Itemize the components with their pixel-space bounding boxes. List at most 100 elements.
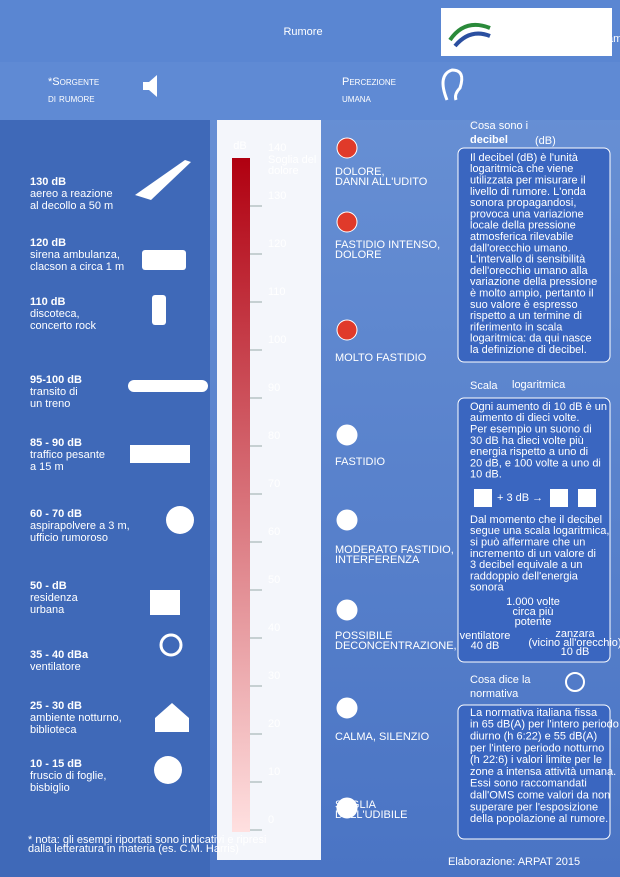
perception-text: SOGLIA: [335, 799, 377, 811]
perception-text: DOLORE,: [335, 166, 385, 178]
box-heading: decibel: [470, 134, 508, 146]
box-text: dell'orecchio umano alla: [470, 265, 589, 277]
box-heading: normativa: [470, 688, 519, 700]
perception-text: MOLTO FASTIDIO: [335, 352, 427, 364]
box-text: potente: [515, 616, 552, 628]
tick-label: 50: [268, 574, 280, 586]
box-heading: Cosa dice la: [470, 674, 531, 686]
box-text: zanzara: [555, 628, 595, 640]
perception-text: DOLORE: [335, 249, 381, 261]
speaker-icon: [143, 75, 157, 97]
source-desc: un treno: [30, 398, 70, 410]
box-heading: Scala: [470, 380, 498, 392]
column-title: di rumore: [48, 93, 95, 105]
logo-subtitle: della Toscana: [522, 40, 590, 52]
source-level: 10 - 15 dB: [30, 758, 82, 770]
column-title: *Sorgente: [48, 76, 99, 88]
decibel-box: [457, 147, 611, 363]
box-text: 10 dB: [561, 646, 590, 658]
source-desc: residenza: [30, 592, 79, 604]
source-level: 50 - dB: [30, 580, 67, 592]
source-level: 130 dB: [30, 176, 66, 188]
log-box: [457, 397, 611, 663]
tick-label: 70: [268, 478, 280, 490]
tick-label: 90: [268, 382, 280, 394]
tick-label: 110: [268, 286, 286, 298]
box-text: energia rispetto a uno di: [470, 446, 588, 458]
box-text: superare per l'esposizione: [470, 801, 598, 813]
box-text: riferimento in scala: [470, 321, 563, 333]
box-text: + 3 dB →: [497, 492, 543, 504]
scale-max: 140: [268, 142, 286, 154]
tick-label: 130: [268, 190, 286, 202]
title: Rumore: [283, 26, 322, 38]
perception-text: CALMA, SILENZIO: [335, 731, 430, 743]
perception-text: DANNI ALL'UDITO: [335, 176, 428, 188]
tick-label: 80: [268, 430, 280, 442]
logo-name: ARPAT: [522, 14, 559, 26]
source-desc: biblioteca: [30, 724, 77, 736]
scale-max-label: Soglia del: [268, 154, 316, 166]
footer: Elaborazione: ARPAT 2015: [448, 856, 580, 868]
tick-label: 40: [268, 622, 280, 634]
box-text: dall'OMS come valori da non: [470, 790, 610, 802]
source-desc: discoteca,: [30, 308, 80, 320]
box-text: sonora propagandosi,: [470, 197, 576, 209]
box-text: circa più: [513, 606, 554, 618]
source-desc: ambiente notturno,: [30, 712, 122, 724]
tick-label: 20: [268, 718, 280, 730]
box-text: Ogni aumento di 10 dB è un: [470, 401, 607, 413]
perception-text: DELL'UDIBILE: [335, 809, 407, 821]
source-desc: clacson a circa 1 m: [30, 261, 124, 273]
box-text: 3 decibel equivale a un: [470, 559, 583, 571]
perception-text: MODERATO FASTIDIO,: [335, 544, 454, 556]
source-desc: fruscio di foglie,: [30, 770, 106, 782]
perception-text: DECONCENTRAZIONE,: [335, 640, 457, 652]
box-text: raddoppio dell'energia: [470, 570, 579, 582]
box-text: La normativa italiana fissa: [470, 707, 598, 719]
source-level: 120 dB: [30, 237, 66, 249]
tick-label: 120: [268, 238, 286, 250]
source-desc: bisbiglio: [30, 782, 70, 794]
source-icons: [128, 160, 208, 784]
column-title: Percezione: [342, 76, 396, 88]
perception-icon: [336, 319, 358, 341]
box-text: sonora: [470, 582, 505, 594]
perception-icon: [336, 797, 358, 819]
source-level: 35 - 40 dBa: [30, 649, 89, 661]
box-text: Essi sono raccomandati: [470, 778, 587, 790]
source-desc: transito di: [30, 386, 78, 398]
source-desc: a 15 m: [30, 461, 64, 473]
source-desc: sirena ambulanza,: [30, 249, 120, 261]
source-desc: aereo a reazione: [30, 188, 113, 200]
box-text: (h 22:6) i valori limite per le: [470, 754, 602, 766]
box-text: Per esempio un suono di: [470, 424, 592, 436]
box-text: suo valore è espresso: [470, 299, 578, 311]
box-text: si può affermare che un: [470, 537, 585, 549]
source-desc: urbana: [30, 604, 65, 616]
box-text: zone a intensa attività umana.: [470, 766, 616, 778]
source-level: 25 - 30 dB: [30, 700, 82, 712]
source-level: 85 - 90 dB: [30, 437, 82, 449]
box-text: ventilatore: [460, 630, 511, 642]
sources-panel: [0, 120, 210, 877]
perception-icon: [336, 424, 358, 446]
ear-icon: [441, 68, 464, 101]
box-text: 10 dB.: [470, 469, 502, 481]
sun-icon: [565, 672, 585, 692]
box-text: L'intervallo di sensibilità: [470, 254, 586, 266]
box-text: della popolazione al rumore.: [470, 813, 608, 825]
column-title: umana: [342, 93, 372, 105]
box-text: utilizzata per misurare il: [470, 175, 586, 187]
box-text: Dal momento che il decibel: [470, 514, 602, 526]
box-text: Il decibel (dB) è l'unità: [470, 152, 579, 164]
norm-box: [457, 704, 611, 840]
box-text: logaritmica che viene: [470, 163, 573, 175]
box-text: atmosferica rilevabile: [470, 231, 573, 243]
speaker-box: [578, 489, 596, 507]
tick-label: 10: [268, 766, 280, 778]
box-text: provoca una variazione: [470, 208, 584, 220]
box-text: per l'intero periodo notturno: [470, 742, 604, 754]
perception-icon: [336, 137, 358, 159]
